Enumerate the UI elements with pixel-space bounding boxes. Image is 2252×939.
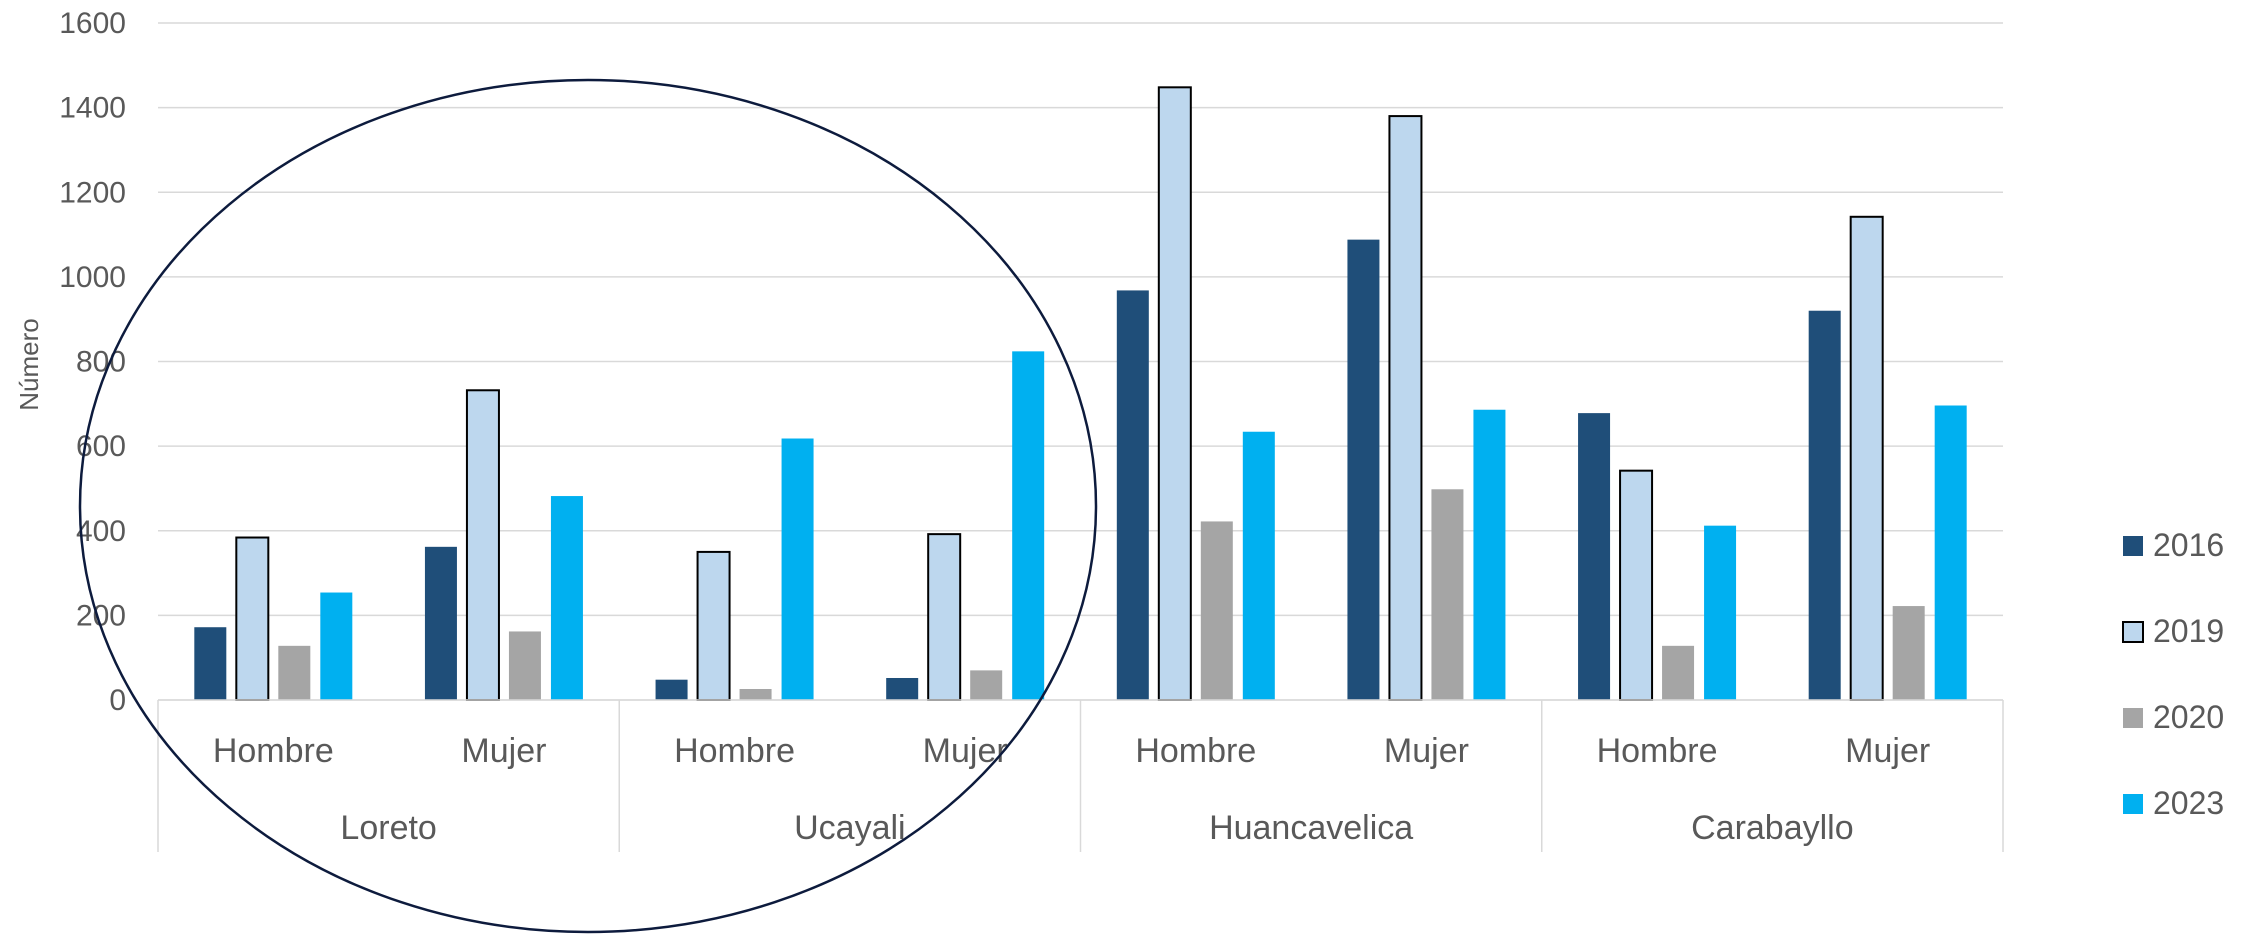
group-label: Huancavelica [1209,809,1413,847]
bar-2020-huancavelica-mujer [1431,489,1464,700]
bar-2019-ucayali-mujer [927,533,962,702]
bar-2020-ucayali-mujer [970,670,1003,700]
bar-2016-carabayllo-hombre [1578,413,1611,700]
bar-2023-loreto-mujer [550,496,583,700]
bar-2016-huancavelica-hombre [1116,290,1149,700]
bar-2023-carabayllo-mujer [1934,405,1967,700]
x-tick-label: Hombre [213,732,334,770]
y-tick-label: 1200 [59,176,126,209]
bar-2019-ucayali-hombre [696,550,731,701]
bar-2020-loreto-mujer [508,631,541,700]
bar-2023-huancavelica-hombre [1242,431,1275,700]
bar-2023-loreto-hombre [320,592,353,700]
bar-2016-ucayali-mujer [886,677,919,700]
legend-swatch-2019 [2122,621,2144,643]
bar-2016-huancavelica-mujer [1347,239,1380,700]
x-tick-label: Hombre [1597,732,1718,770]
bar-2020-loreto-hombre [278,645,311,700]
legend-label: 2016 [2153,527,2224,563]
bar-2023-ucayali-mujer [1012,351,1045,700]
x-tick-label: Hombre [674,732,795,770]
bar-2023-ucayali-hombre [781,438,814,700]
bar-2019-loreto-hombre [235,536,270,702]
legend-label: 2019 [2153,613,2224,649]
bar-2020-carabayllo-hombre [1662,645,1695,700]
y-tick-label: 0 [109,684,126,717]
group-label: Ucayali [794,809,905,847]
bar-2019-huancavelica-mujer [1388,115,1423,701]
annotation-ellipse [78,78,1098,934]
bar-2020-huancavelica-hombre [1200,521,1233,700]
y-axis-label: Número [14,318,44,410]
x-tick-label: Mujer [461,732,546,770]
bar-2016-loreto-hombre [194,627,227,700]
bar-2019-loreto-mujer [465,389,500,701]
bar-2020-ucayali-hombre [739,688,772,700]
legend-swatch-2023 [2123,794,2143,814]
group-label: Carabayllo [1691,809,1854,847]
bar-2016-carabayllo-mujer [1808,310,1841,700]
bar-2023-carabayllo-hombre [1704,525,1737,700]
y-tick-label: 1400 [59,92,126,125]
y-tick-label: 1600 [59,7,126,40]
x-tick-label: Hombre [1135,732,1256,770]
bar-2023-huancavelica-mujer [1473,409,1506,700]
bar-2019-huancavelica-hombre [1157,86,1192,701]
y-tick-label: 1000 [59,261,126,294]
x-tick-label: Mujer [1384,732,1469,770]
legend-swatch-2020 [2123,708,2143,728]
x-tick-label: Mujer [923,732,1008,770]
bar-2016-ucayali-hombre [655,679,688,700]
bar-2019-carabayllo-hombre [1619,469,1654,702]
bar-2016-loreto-mujer [424,546,457,700]
legend-label: 2023 [2153,785,2224,821]
legend-swatch-2016 [2123,536,2143,556]
x-tick-label: Mujer [1845,732,1930,770]
bar-2019-carabayllo-mujer [1849,215,1884,701]
group-label: Loreto [340,809,436,847]
y-tick-label: 800 [76,346,126,379]
bar-2020-carabayllo-mujer [1892,606,1925,700]
legend-label: 2020 [2153,699,2224,735]
y-tick-label: 400 [76,515,126,548]
